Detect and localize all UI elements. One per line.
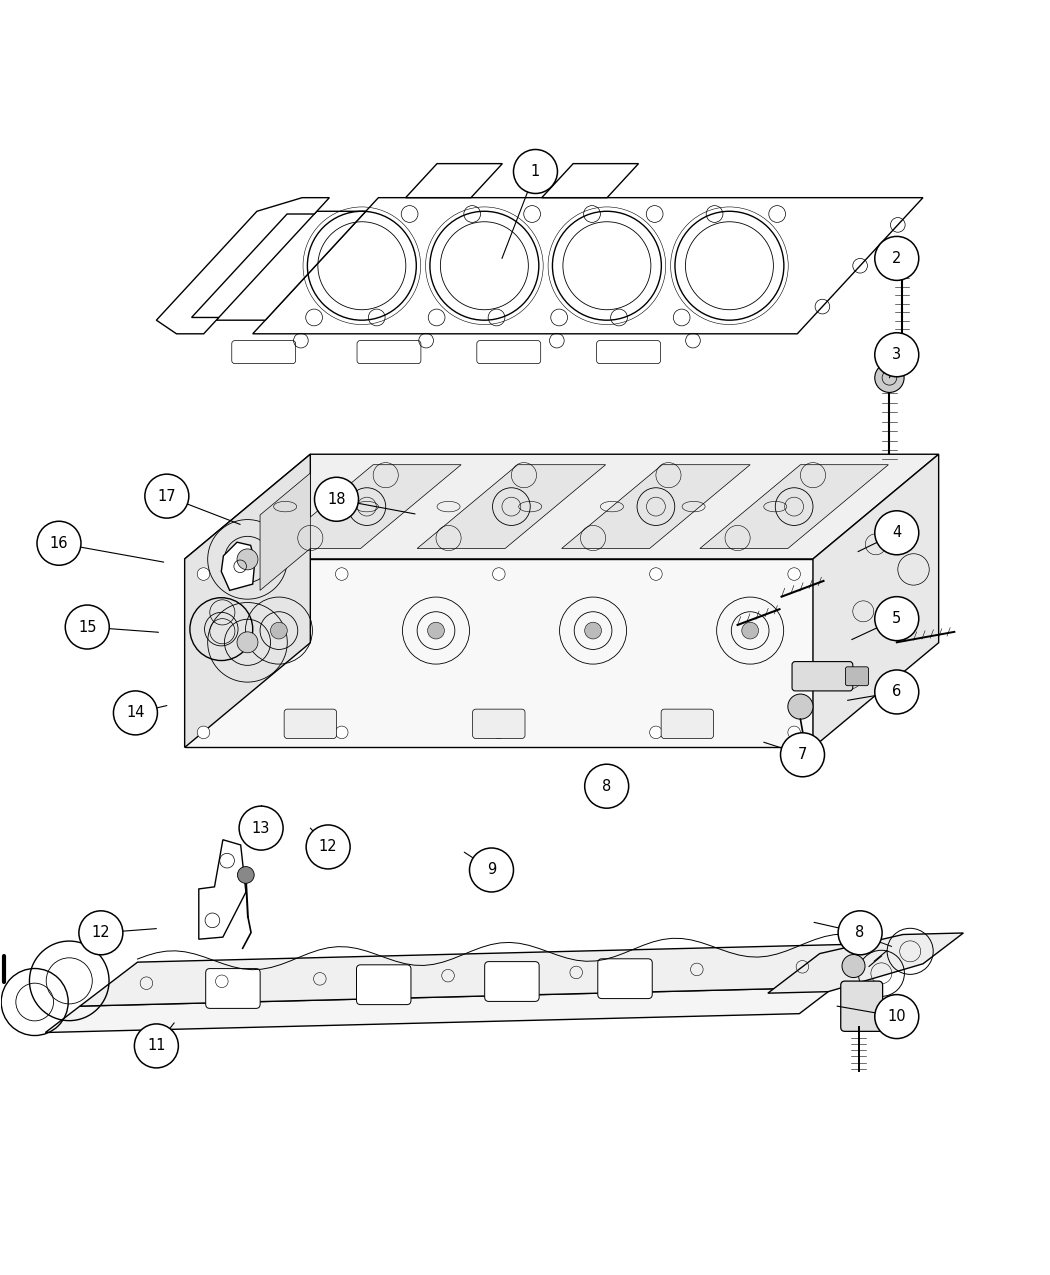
Circle shape bbox=[788, 567, 800, 580]
Circle shape bbox=[875, 994, 919, 1039]
Polygon shape bbox=[405, 163, 502, 198]
FancyBboxPatch shape bbox=[357, 965, 411, 1005]
Polygon shape bbox=[198, 840, 246, 940]
Polygon shape bbox=[185, 454, 939, 558]
Text: 1: 1 bbox=[531, 164, 540, 178]
Text: 5: 5 bbox=[892, 611, 901, 626]
Text: 13: 13 bbox=[252, 821, 270, 835]
Polygon shape bbox=[222, 542, 255, 590]
FancyBboxPatch shape bbox=[206, 969, 260, 1009]
Circle shape bbox=[469, 848, 513, 892]
Circle shape bbox=[37, 521, 81, 565]
Circle shape bbox=[237, 632, 258, 653]
Text: 12: 12 bbox=[91, 926, 110, 941]
FancyBboxPatch shape bbox=[232, 340, 296, 363]
Polygon shape bbox=[45, 987, 834, 1033]
Text: 11: 11 bbox=[147, 1038, 166, 1053]
Polygon shape bbox=[216, 212, 365, 320]
Polygon shape bbox=[156, 198, 330, 334]
Circle shape bbox=[145, 474, 189, 518]
Circle shape bbox=[113, 691, 158, 734]
Circle shape bbox=[79, 910, 123, 955]
Circle shape bbox=[650, 567, 663, 580]
Circle shape bbox=[788, 725, 800, 738]
FancyBboxPatch shape bbox=[596, 340, 660, 363]
Polygon shape bbox=[273, 464, 461, 548]
Circle shape bbox=[237, 550, 258, 570]
Polygon shape bbox=[185, 558, 813, 747]
Text: 2: 2 bbox=[892, 251, 902, 266]
Text: 6: 6 bbox=[892, 685, 901, 700]
Circle shape bbox=[585, 622, 602, 639]
Text: 14: 14 bbox=[126, 705, 145, 720]
Circle shape bbox=[307, 825, 350, 870]
FancyBboxPatch shape bbox=[841, 980, 883, 1031]
Circle shape bbox=[875, 236, 919, 280]
Text: 10: 10 bbox=[887, 1009, 906, 1024]
Circle shape bbox=[875, 363, 904, 393]
FancyBboxPatch shape bbox=[477, 340, 541, 363]
Circle shape bbox=[335, 725, 348, 738]
Circle shape bbox=[197, 567, 210, 580]
Circle shape bbox=[237, 867, 254, 884]
Circle shape bbox=[134, 1024, 178, 1068]
FancyBboxPatch shape bbox=[662, 709, 714, 738]
Circle shape bbox=[65, 606, 109, 649]
Text: 3: 3 bbox=[892, 347, 901, 362]
Polygon shape bbox=[562, 464, 750, 548]
Circle shape bbox=[780, 733, 824, 776]
Circle shape bbox=[741, 622, 758, 639]
Circle shape bbox=[492, 725, 505, 738]
Text: 18: 18 bbox=[328, 492, 345, 506]
Circle shape bbox=[875, 597, 919, 640]
Text: 7: 7 bbox=[798, 747, 807, 762]
FancyBboxPatch shape bbox=[285, 709, 336, 738]
Circle shape bbox=[788, 694, 813, 719]
Circle shape bbox=[585, 764, 629, 808]
Circle shape bbox=[335, 567, 348, 580]
Circle shape bbox=[197, 725, 210, 738]
Text: 15: 15 bbox=[78, 620, 97, 635]
Circle shape bbox=[842, 955, 865, 978]
Circle shape bbox=[239, 806, 284, 850]
Circle shape bbox=[650, 725, 663, 738]
Text: 8: 8 bbox=[856, 926, 865, 941]
Circle shape bbox=[513, 149, 558, 194]
Circle shape bbox=[894, 259, 910, 277]
FancyBboxPatch shape bbox=[845, 667, 868, 686]
Circle shape bbox=[875, 669, 919, 714]
Polygon shape bbox=[253, 198, 923, 334]
FancyBboxPatch shape bbox=[792, 662, 853, 691]
FancyBboxPatch shape bbox=[597, 959, 652, 998]
Circle shape bbox=[492, 567, 505, 580]
Circle shape bbox=[875, 511, 919, 555]
Polygon shape bbox=[700, 464, 888, 548]
Polygon shape bbox=[768, 933, 963, 993]
Circle shape bbox=[427, 622, 444, 639]
Polygon shape bbox=[542, 163, 638, 198]
FancyBboxPatch shape bbox=[485, 961, 539, 1001]
Circle shape bbox=[315, 477, 358, 521]
Text: 12: 12 bbox=[319, 839, 337, 854]
Text: 4: 4 bbox=[892, 525, 901, 541]
Circle shape bbox=[838, 910, 882, 955]
Circle shape bbox=[875, 333, 919, 376]
FancyBboxPatch shape bbox=[472, 709, 525, 738]
Text: 8: 8 bbox=[602, 779, 611, 794]
Polygon shape bbox=[80, 944, 891, 1006]
Polygon shape bbox=[260, 473, 311, 590]
Text: 9: 9 bbox=[487, 862, 496, 877]
FancyBboxPatch shape bbox=[357, 340, 421, 363]
Polygon shape bbox=[813, 454, 939, 747]
Polygon shape bbox=[185, 454, 311, 747]
Text: 17: 17 bbox=[158, 488, 176, 504]
Text: 16: 16 bbox=[49, 536, 68, 551]
Polygon shape bbox=[417, 464, 606, 548]
Circle shape bbox=[271, 622, 288, 639]
